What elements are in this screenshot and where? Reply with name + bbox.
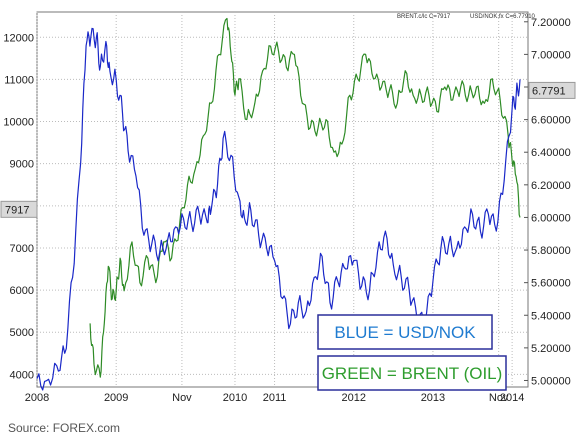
x-tick-label: 2008 [25, 392, 49, 404]
right-tick-label: 5.60000 [531, 278, 571, 290]
right-tick-label: 6.20000 [531, 180, 571, 192]
x-tick-label: 2012 [342, 392, 366, 404]
right-marker-label: 6.7791 [532, 85, 566, 97]
right-tick-label: 6.00000 [531, 212, 571, 224]
right-axis: 5.00000 5.20000 5.40000 5.60000 5.80000 6.000… [524, 17, 571, 387]
x-tick-label: 2011 [263, 392, 287, 404]
series-layer [36, 17, 521, 391]
left-marker-box [0, 200, 38, 218]
x-tick-label: 2013 [421, 392, 445, 404]
right-tick-label: 5.80000 [531, 245, 571, 257]
legend-box-0 [317, 314, 493, 350]
left-tick-label: 4000 [10, 369, 34, 381]
series-line-brent [89, 17, 521, 378]
header-right: USD/NOK.fx C=6.77910 [470, 14, 536, 20]
x-tick-label: Nov [489, 392, 509, 404]
x-tick-label: 2009 [104, 392, 128, 404]
gridlines [36, 12, 528, 387]
left-marker-label: 7917 [5, 204, 29, 216]
header-left: BRENT.c/lc C=7917 [397, 14, 451, 20]
right-tick-label: 5.40000 [531, 310, 571, 322]
axis-markers: 7917 6.7791 [0, 81, 576, 218]
x-tick-label: Nov [172, 392, 192, 404]
right-marker-box [528, 81, 576, 99]
right-tick-label: 7.00000 [531, 49, 571, 61]
left-tick-label: 9000 [10, 159, 34, 171]
left-tick-label: 6000 [10, 285, 34, 297]
legend-label-0: BLUE = USD/NOK [334, 323, 476, 342]
left-tick-label: 5000 [10, 327, 34, 339]
left-tick-label: 10000 [3, 117, 34, 129]
left-tick-label: 7000 [10, 243, 34, 255]
series-line-usdnok [36, 27, 521, 391]
right-tick-label: 5.20000 [531, 343, 571, 355]
x-tick-label: 2014 [500, 392, 524, 404]
legend-label-1: GREEN = BRENT (OIL) [322, 364, 503, 383]
legend-box-1 [317, 355, 507, 391]
left-tick-label: 12000 [3, 32, 34, 44]
x-tick-label: 2010 [223, 392, 247, 404]
source-label: Source: FOREX.com [8, 421, 121, 435]
right-tick-label: 7.20000 [531, 17, 571, 29]
right-tick-label: 6.40000 [531, 147, 571, 159]
right-tick-label: 6.60000 [531, 115, 571, 127]
right-tick-label: 5.00000 [531, 375, 571, 387]
left-tick-label: 11000 [4, 74, 34, 86]
legend: BLUE = USD/NOK GREEN = BRENT (OIL) [317, 314, 507, 391]
